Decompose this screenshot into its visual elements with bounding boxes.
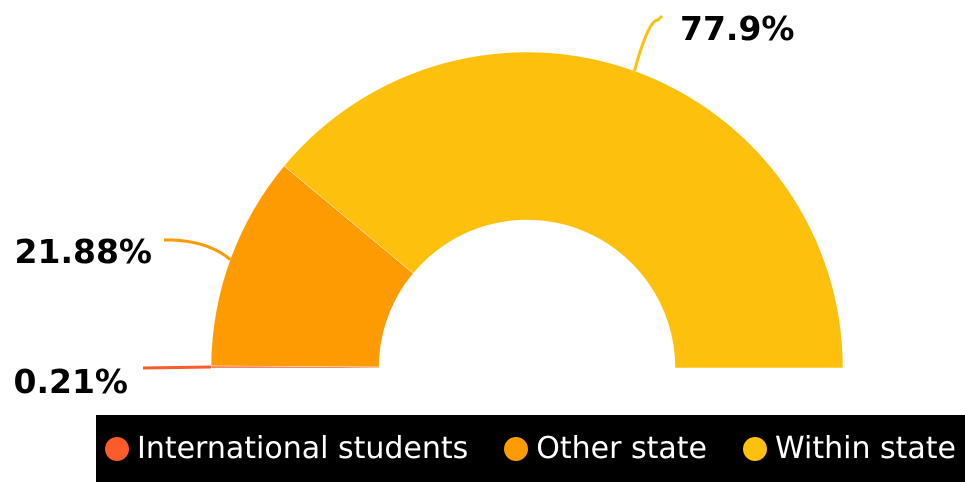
- data-label-within-state: 77.9%: [680, 9, 795, 48]
- legend-swatch-other-state: [504, 436, 529, 461]
- chart-legend: International students Other state Withi…: [96, 415, 965, 482]
- legend-label-other-state: Other state: [536, 431, 708, 466]
- data-label-other-state: 21.88%: [15, 232, 152, 271]
- semi-donut-chart: 0.21% 21.88% 77.9%: [14, 9, 844, 401]
- legend-label-international-students: International students: [136, 431, 469, 466]
- legend-swatch-within-state: [743, 436, 768, 461]
- legend-item-international-students[interactable]: International students: [104, 431, 469, 466]
- data-label-international-students: 0.21%: [14, 362, 129, 401]
- legend-item-within-state[interactable]: Within state: [743, 431, 956, 466]
- leader-line-other-state: [164, 238, 232, 261]
- legend-item-other-state[interactable]: Other state: [504, 431, 707, 466]
- legend-label-within-state: Within state: [775, 431, 957, 466]
- leader-line-international-students: [142, 365, 212, 370]
- legend-swatch-international-students: [104, 436, 129, 461]
- slice-within-state[interactable]: [283, 51, 844, 369]
- leader-line-within-state: [633, 14, 664, 72]
